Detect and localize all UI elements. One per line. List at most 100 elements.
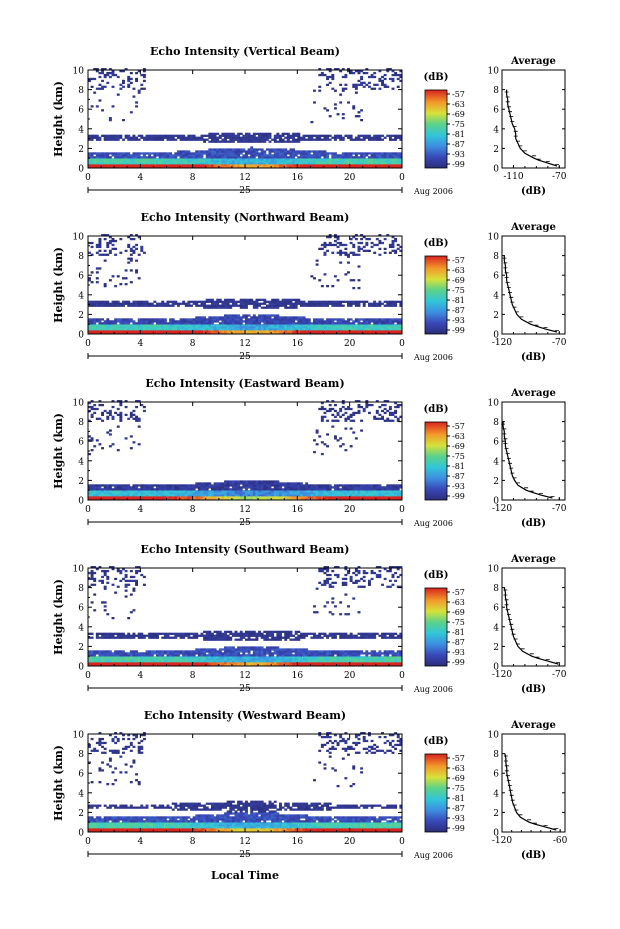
heatmap-cell bbox=[224, 154, 227, 157]
heatmap-cell bbox=[205, 482, 209, 485]
heatmap-cell bbox=[388, 320, 392, 323]
heatmap-cell bbox=[221, 140, 225, 143]
heatmap-cell bbox=[333, 103, 337, 106]
heatmap-cell bbox=[328, 490, 332, 493]
heatmap-cell bbox=[360, 234, 364, 237]
heatmap-cell bbox=[268, 134, 272, 137]
heatmap-cell bbox=[336, 300, 340, 303]
heatmap-cell bbox=[140, 87, 144, 90]
heatmap-cell bbox=[192, 166, 196, 169]
heatmap-cell bbox=[101, 492, 104, 495]
heatmap-cell bbox=[208, 298, 212, 301]
heatmap-cell bbox=[344, 498, 348, 501]
heatmap-cell bbox=[114, 152, 118, 155]
heatmap-cell bbox=[88, 484, 91, 487]
heatmap-cell bbox=[258, 494, 261, 497]
heatmap-cell bbox=[90, 494, 94, 497]
heatmap-cell bbox=[297, 158, 301, 161]
heatmap-cell bbox=[90, 656, 94, 659]
heatmap-cell bbox=[252, 330, 256, 333]
heatmap-cell bbox=[190, 160, 193, 163]
heatmap-cell bbox=[373, 332, 377, 335]
heatmap-cell bbox=[242, 326, 246, 329]
heatmap-cell bbox=[344, 427, 348, 430]
heatmap-cell bbox=[226, 324, 230, 327]
profile-y-tick-label: 4 bbox=[493, 457, 499, 467]
heatmap-cell bbox=[258, 304, 261, 307]
heatmap-cell bbox=[231, 314, 235, 317]
heatmap-cell bbox=[90, 156, 94, 159]
heatmap-cell bbox=[281, 492, 285, 495]
heatmap-cell bbox=[218, 154, 222, 157]
heatmap-cell bbox=[132, 164, 136, 167]
heatmap-cell bbox=[88, 277, 91, 280]
heatmap-cell bbox=[226, 494, 230, 497]
heatmap-cell bbox=[391, 496, 395, 499]
heatmap-cell bbox=[103, 498, 107, 501]
heatmap-cell bbox=[313, 162, 316, 165]
heatmap-cell bbox=[101, 650, 104, 653]
heatmap-cell bbox=[195, 150, 199, 153]
heatmap-cell bbox=[119, 152, 123, 155]
heatmap-cell bbox=[239, 138, 243, 141]
heatmap-cell bbox=[197, 150, 201, 153]
heatmap-cell bbox=[292, 152, 296, 155]
heatmap-cell bbox=[352, 160, 356, 163]
heatmap-cell bbox=[313, 302, 316, 305]
heatmap-cell bbox=[221, 490, 225, 493]
heatmap-cell bbox=[331, 419, 335, 422]
heatmap-cell bbox=[378, 332, 382, 335]
panel-1: Echo Intensity (Vertical Beam)Height (km… bbox=[52, 45, 567, 197]
heatmap-cell bbox=[383, 411, 387, 415]
heatmap-cell bbox=[129, 136, 133, 139]
heatmap-cell bbox=[365, 492, 369, 495]
heatmap-cell bbox=[88, 279, 91, 282]
heatmap-cell bbox=[271, 496, 275, 499]
heatmap-cell bbox=[90, 498, 94, 501]
heatmap-cell bbox=[132, 632, 136, 635]
heatmap-cell bbox=[305, 482, 309, 485]
heatmap-cell bbox=[383, 164, 387, 167]
heatmap-cell bbox=[171, 326, 175, 329]
heatmap-cell bbox=[156, 164, 159, 167]
heatmap-cell bbox=[323, 330, 327, 333]
heatmap-cell bbox=[200, 162, 204, 165]
heatmap-cell bbox=[305, 320, 309, 323]
heatmap-cell bbox=[292, 302, 296, 305]
heatmap-cell bbox=[129, 658, 133, 661]
heatmap-cell bbox=[88, 494, 91, 497]
heatmap-cell bbox=[200, 494, 204, 497]
heatmap-cell bbox=[122, 650, 125, 653]
heatmap-cell bbox=[258, 318, 261, 321]
heatmap-cell bbox=[268, 300, 272, 303]
heatmap-cell bbox=[292, 498, 296, 501]
heatmap-cell bbox=[373, 415, 377, 418]
heatmap-cell bbox=[333, 134, 337, 137]
heatmap-cell bbox=[218, 160, 222, 163]
heatmap-cell bbox=[302, 304, 306, 307]
heatmap-cell bbox=[367, 492, 371, 495]
heatmap-cell bbox=[88, 662, 91, 665]
heatmap-cell bbox=[383, 486, 387, 489]
heatmap-cell bbox=[150, 322, 154, 325]
heatmap-cell bbox=[242, 136, 246, 139]
heatmap-cell bbox=[362, 498, 366, 501]
heatmap-cell bbox=[302, 158, 306, 161]
heatmap-cell bbox=[108, 656, 112, 659]
heatmap-cell bbox=[341, 332, 345, 335]
heatmap-cell bbox=[294, 316, 298, 319]
heatmap-cell bbox=[250, 158, 254, 161]
heatmap-cell bbox=[234, 154, 238, 157]
heatmap-cell bbox=[101, 109, 104, 112]
heatmap-cell bbox=[271, 300, 275, 303]
heatmap-cell bbox=[320, 138, 324, 141]
heatmap-cell bbox=[336, 488, 340, 491]
heatmap-cell bbox=[333, 326, 337, 329]
heatmap-cell bbox=[289, 496, 293, 499]
heatmap-cell bbox=[263, 324, 267, 327]
heatmap-cell bbox=[305, 324, 309, 327]
heatmap-cell bbox=[171, 160, 175, 163]
heatmap-cell bbox=[213, 492, 217, 495]
heatmap-cell bbox=[273, 320, 277, 323]
heatmap-cell bbox=[258, 138, 261, 141]
